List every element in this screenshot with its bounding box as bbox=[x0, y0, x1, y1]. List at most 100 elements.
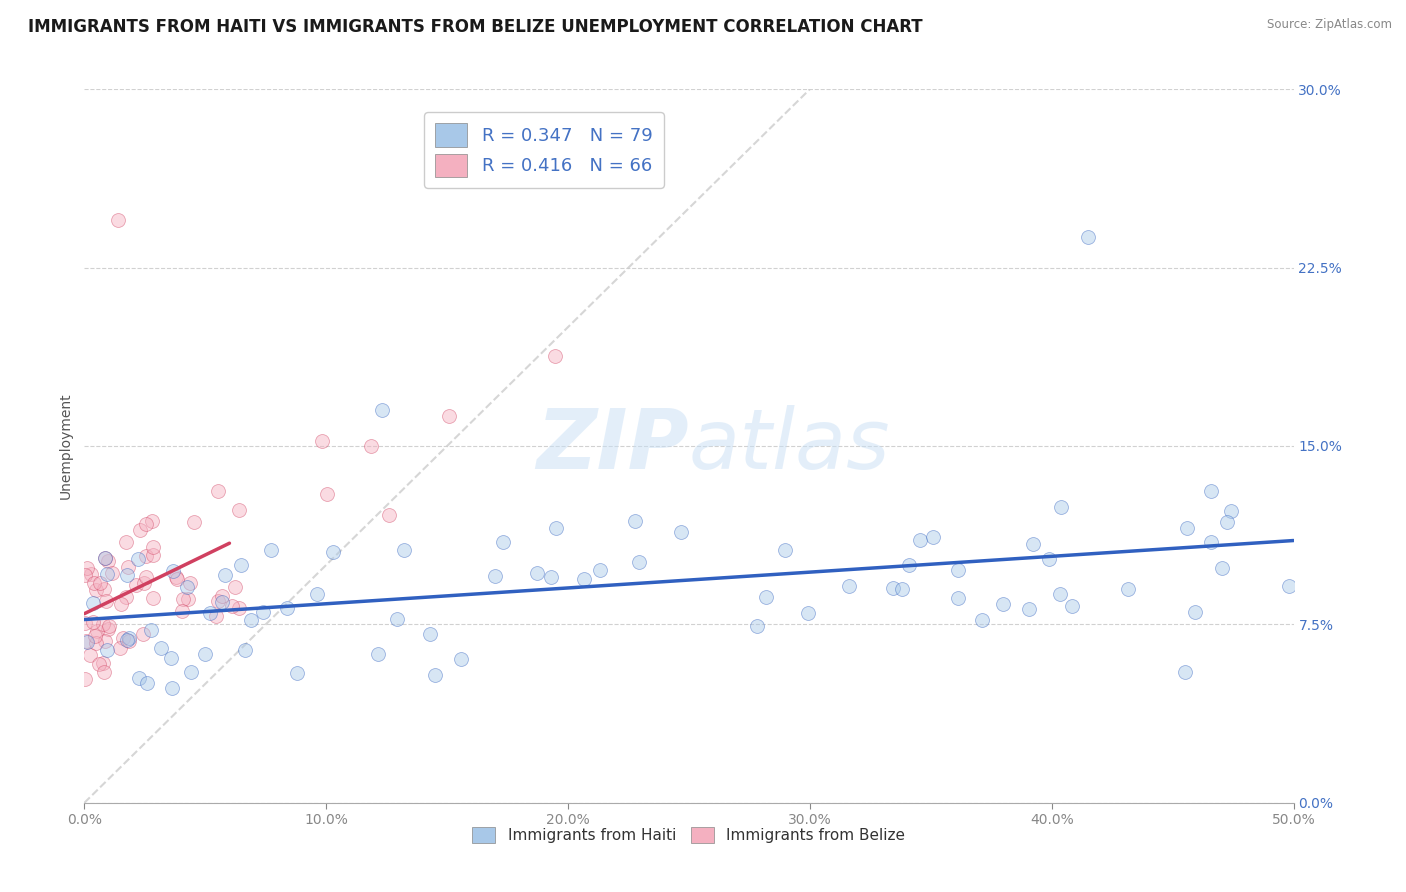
Point bbox=[1021, 537, 1043, 551]
Point bbox=[82, 595, 104, 609]
Point bbox=[1049, 587, 1071, 601]
Point bbox=[423, 668, 446, 682]
Point bbox=[135, 570, 157, 584]
Point bbox=[991, 598, 1014, 612]
Point bbox=[142, 591, 165, 605]
Point bbox=[97, 622, 120, 636]
Point bbox=[142, 549, 165, 563]
Point bbox=[229, 558, 252, 572]
Point bbox=[101, 566, 124, 580]
Point bbox=[118, 634, 141, 648]
Point bbox=[276, 600, 298, 615]
Point bbox=[419, 626, 441, 640]
Point bbox=[589, 562, 612, 576]
Legend: Immigrants from Haiti, Immigrants from Belize: Immigrants from Haiti, Immigrants from B… bbox=[464, 818, 914, 852]
Point bbox=[115, 568, 138, 582]
Point bbox=[211, 589, 233, 603]
Point bbox=[142, 540, 165, 554]
Point bbox=[135, 517, 157, 532]
Point bbox=[83, 575, 105, 590]
Point bbox=[1220, 504, 1243, 518]
Point bbox=[921, 530, 943, 544]
Point bbox=[82, 615, 104, 629]
Point bbox=[117, 560, 139, 574]
Point bbox=[946, 591, 969, 605]
Point bbox=[96, 643, 118, 657]
Point bbox=[89, 576, 111, 591]
Point bbox=[1018, 602, 1040, 616]
Point bbox=[228, 600, 250, 615]
Point bbox=[132, 626, 155, 640]
Point bbox=[970, 613, 993, 627]
Point bbox=[546, 521, 568, 535]
Point bbox=[93, 551, 115, 566]
Point bbox=[83, 629, 105, 643]
Point bbox=[882, 581, 904, 595]
Point bbox=[367, 647, 389, 661]
Point bbox=[628, 555, 651, 569]
Point bbox=[773, 542, 796, 557]
Point bbox=[93, 582, 115, 597]
Point bbox=[132, 575, 155, 590]
Point bbox=[176, 580, 198, 594]
Point bbox=[108, 641, 131, 656]
Point bbox=[540, 570, 562, 584]
Point bbox=[149, 641, 172, 656]
Point bbox=[89, 657, 111, 671]
Point bbox=[86, 636, 108, 650]
Point bbox=[211, 595, 233, 609]
Point bbox=[1174, 665, 1197, 679]
Point bbox=[745, 618, 768, 632]
Point bbox=[484, 569, 506, 583]
Point bbox=[79, 648, 101, 663]
Point bbox=[1199, 484, 1222, 499]
Point bbox=[1077, 229, 1099, 244]
Point bbox=[377, 508, 399, 522]
Point bbox=[141, 514, 163, 528]
Point bbox=[76, 561, 98, 575]
Point bbox=[450, 652, 472, 666]
Point bbox=[129, 524, 152, 538]
Point bbox=[139, 624, 162, 638]
Point bbox=[228, 502, 250, 516]
Point bbox=[908, 533, 931, 547]
Point bbox=[112, 631, 135, 645]
Point bbox=[117, 631, 139, 645]
Text: ZIP: ZIP bbox=[536, 406, 689, 486]
Point bbox=[94, 634, 117, 648]
Point bbox=[136, 676, 159, 690]
Point bbox=[124, 578, 146, 592]
Point bbox=[91, 656, 114, 670]
Point bbox=[624, 514, 647, 528]
Point bbox=[80, 567, 103, 582]
Point bbox=[797, 606, 820, 620]
Point bbox=[1278, 579, 1301, 593]
Point bbox=[128, 671, 150, 685]
Point bbox=[94, 594, 117, 608]
Point bbox=[183, 515, 205, 529]
Point bbox=[115, 534, 138, 549]
Point bbox=[75, 633, 97, 648]
Point bbox=[240, 613, 263, 627]
Point bbox=[1116, 582, 1139, 596]
Text: Source: ZipAtlas.com: Source: ZipAtlas.com bbox=[1267, 18, 1392, 31]
Point bbox=[233, 643, 256, 657]
Point bbox=[385, 612, 408, 626]
Point bbox=[180, 665, 202, 680]
Point bbox=[1184, 606, 1206, 620]
Point bbox=[207, 484, 229, 499]
Point bbox=[86, 624, 108, 639]
Point bbox=[316, 487, 339, 501]
Point bbox=[1038, 552, 1060, 566]
Point bbox=[165, 570, 187, 584]
Point bbox=[221, 599, 243, 614]
Point bbox=[198, 606, 221, 620]
Point bbox=[838, 579, 860, 593]
Y-axis label: Unemployment: Unemployment bbox=[59, 392, 73, 500]
Point bbox=[135, 549, 157, 563]
Point bbox=[127, 551, 149, 566]
Point bbox=[75, 616, 97, 631]
Point bbox=[224, 580, 246, 594]
Point bbox=[311, 434, 333, 449]
Point bbox=[322, 545, 344, 559]
